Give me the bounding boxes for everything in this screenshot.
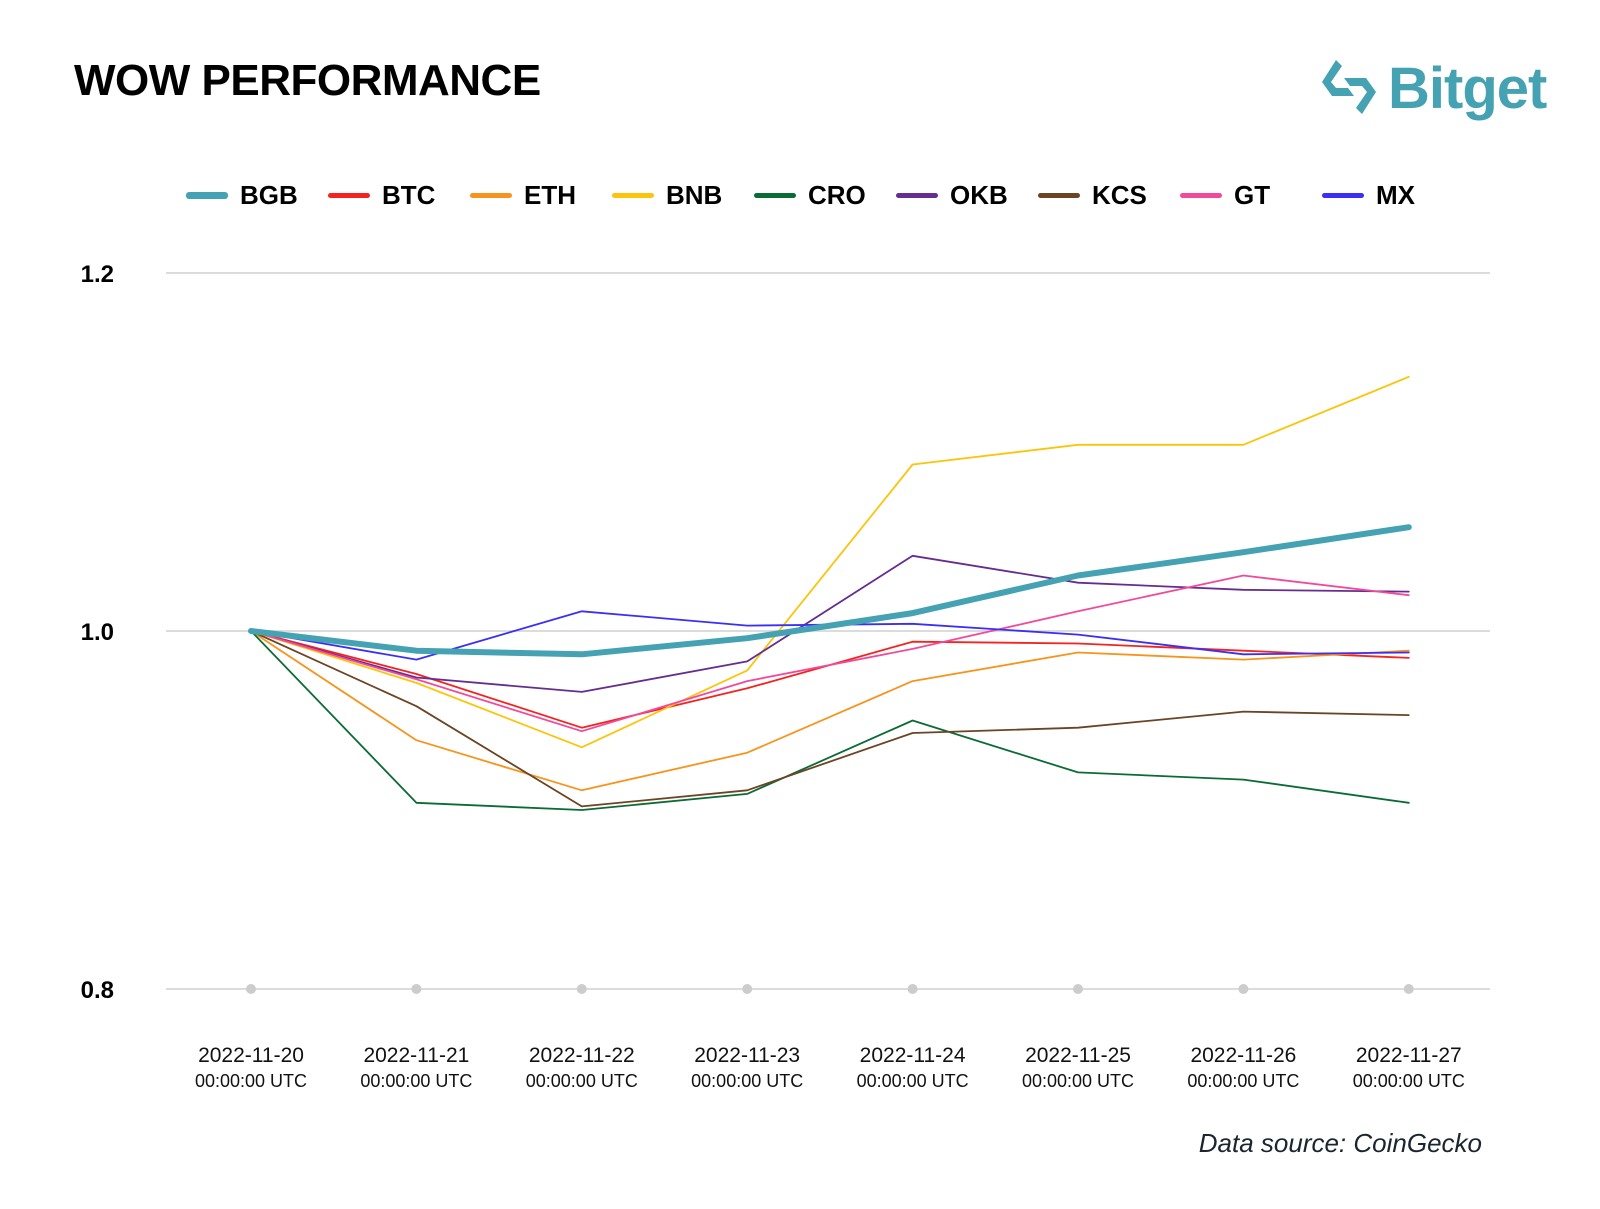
x-tick-date: 2022-11-26 (1190, 1044, 1296, 1067)
legend-swatch (328, 193, 370, 198)
x-axis-dot (907, 984, 918, 994)
series-line-bgb[interactable] (248, 524, 1412, 658)
legend-swatch (612, 193, 654, 198)
x-axis-dot (411, 984, 422, 994)
series-line-bnb[interactable] (250, 375, 1410, 749)
x-axis-dot (1238, 984, 1249, 994)
legend-label: GT (1234, 180, 1271, 210)
x-tick-time: 00:00:00 UTC (360, 1071, 472, 1091)
x-tick-time: 00:00:00 UTC (1187, 1071, 1299, 1091)
x-tick-date: 2022-11-22 (529, 1044, 635, 1067)
series-line-cro[interactable] (250, 630, 1410, 811)
legend-item-bnb[interactable]: BNB (612, 180, 754, 211)
x-tick-date: 2022-11-21 (363, 1044, 469, 1067)
legend-swatch (1038, 193, 1080, 198)
series-line-okb[interactable] (250, 554, 1410, 693)
x-tick-date: 2022-11-25 (1025, 1044, 1131, 1067)
legend-item-kcs[interactable]: KCS (1038, 180, 1180, 211)
legend-label: CRO (808, 180, 866, 210)
x-tick-date: 2022-11-27 (1356, 1044, 1462, 1067)
bitget-arrows-icon (1318, 56, 1380, 123)
legend-label: BNB (666, 180, 723, 210)
x-tick-time: 00:00:00 UTC (195, 1071, 307, 1091)
x-tick-time: 00:00:00 UTC (1353, 1071, 1465, 1091)
x-tick-date: 2022-11-24 (860, 1044, 966, 1067)
y-tick-label: 1.2 (81, 261, 114, 288)
legend-item-eth[interactable]: ETH (470, 180, 612, 211)
legend-item-gt[interactable]: GT (1180, 180, 1322, 211)
legend-item-cro[interactable]: CRO (754, 180, 896, 211)
x-tick-date: 2022-11-23 (694, 1044, 800, 1067)
x-axis-dot (742, 984, 753, 994)
x-axis-dot (246, 984, 256, 994)
y-tick-label: 1.0 (81, 619, 114, 646)
x-tick-time: 00:00:00 UTC (691, 1071, 803, 1091)
legend-label: MX (1376, 180, 1415, 210)
legend-swatch (186, 192, 228, 199)
series-line-kcs[interactable] (250, 630, 1410, 808)
legend-label: ETH (524, 180, 576, 210)
bitget-logo-text: Bitget (1388, 56, 1547, 121)
x-axis-dot (1073, 984, 1083, 994)
series-line-gt[interactable] (250, 574, 1410, 733)
x-tick-date: 2022-11-20 (198, 1044, 304, 1067)
x-axis-dot (576, 984, 587, 994)
legend-item-mx[interactable]: MX (1322, 180, 1464, 211)
chart-legend: BGB BTC ETH BNB CRO OKB KCS GT MX (186, 180, 1464, 211)
legend-label: KCS (1092, 180, 1147, 210)
x-axis-dot (1403, 984, 1414, 994)
legend-swatch (896, 193, 938, 198)
legend-item-btc[interactable]: BTC (328, 180, 470, 211)
data-source-note: Data source: CoinGecko (1198, 1128, 1482, 1158)
x-tick-time: 00:00:00 UTC (1022, 1071, 1134, 1091)
legend-label: BTC (382, 180, 436, 210)
legend-label: OKB (950, 180, 1008, 210)
legend-swatch (1322, 193, 1364, 198)
bitget-logo: Bitget (1318, 56, 1547, 123)
legend-swatch (1180, 193, 1222, 198)
legend-item-okb[interactable]: OKB (896, 180, 1038, 211)
legend-label: BGB (240, 180, 298, 210)
legend-swatch (470, 193, 512, 198)
series-line-eth[interactable] (250, 630, 1410, 792)
y-tick-label: 0.8 (81, 977, 114, 1004)
x-tick-time: 00:00:00 UTC (857, 1071, 969, 1091)
chart-title: WOW PERFORMANCE (74, 56, 541, 105)
legend-item-bgb[interactable]: BGB (186, 180, 328, 211)
x-tick-time: 00:00:00 UTC (526, 1071, 638, 1091)
legend-swatch (754, 193, 796, 198)
